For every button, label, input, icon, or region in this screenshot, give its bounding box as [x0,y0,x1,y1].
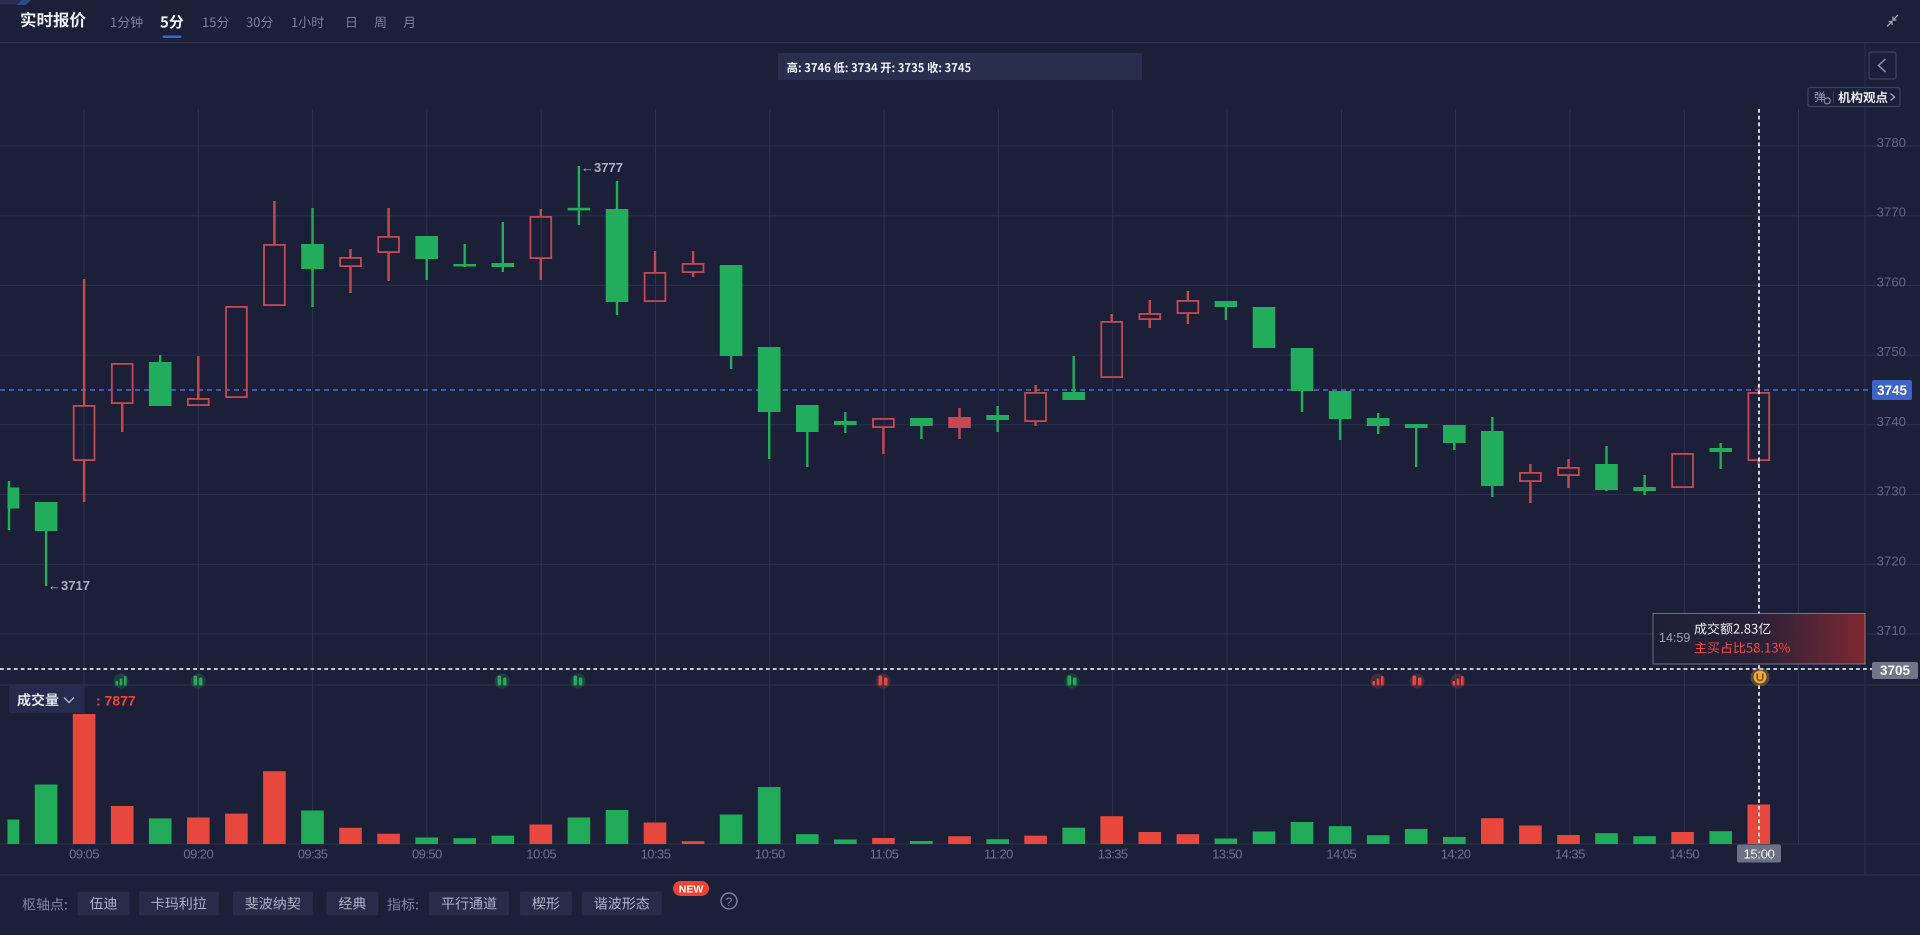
svg-text:13:35: 13:35 [1098,847,1128,862]
svg-text:09:20: 09:20 [183,847,213,862]
svg-text:14:59: 14:59 [1659,631,1690,645]
svg-text:?: ? [726,895,733,909]
svg-text:10:50: 10:50 [755,847,785,862]
svg-text:: 7877: : 7877 [96,693,136,709]
svg-text:11:20: 11:20 [984,847,1013,862]
svg-text:3720: 3720 [1877,553,1906,568]
svg-text:3710: 3710 [1877,623,1906,638]
svg-text:3730: 3730 [1877,484,1906,499]
svg-text:14:05: 14:05 [1326,847,1356,862]
svg-text:11:05: 11:05 [870,847,899,862]
svg-text:3705: 3705 [1880,663,1911,678]
svg-text:←3717: ←3717 [48,578,90,593]
svg-text:13:50: 13:50 [1212,847,1242,862]
svg-text:3780: 3780 [1877,135,1906,150]
svg-text:09:05: 09:05 [69,847,99,862]
svg-text:NEW: NEW [679,884,704,896]
svg-text:←3777: ←3777 [581,160,623,175]
svg-text:09:50: 09:50 [412,847,442,862]
svg-text:3745: 3745 [1877,383,1908,398]
svg-text:3760: 3760 [1877,274,1906,289]
svg-text:3740: 3740 [1877,414,1906,429]
svg-text:15:00: 15:00 [1743,847,1774,862]
svg-text:14:35: 14:35 [1555,847,1585,862]
svg-text:3750: 3750 [1877,344,1906,359]
svg-text:3770: 3770 [1877,205,1906,220]
svg-text:14:50: 14:50 [1669,847,1699,862]
svg-text:09:35: 09:35 [298,847,328,862]
svg-text:14:20: 14:20 [1441,847,1471,862]
svg-text:10:35: 10:35 [641,847,671,862]
svg-text:10:05: 10:05 [526,847,556,862]
